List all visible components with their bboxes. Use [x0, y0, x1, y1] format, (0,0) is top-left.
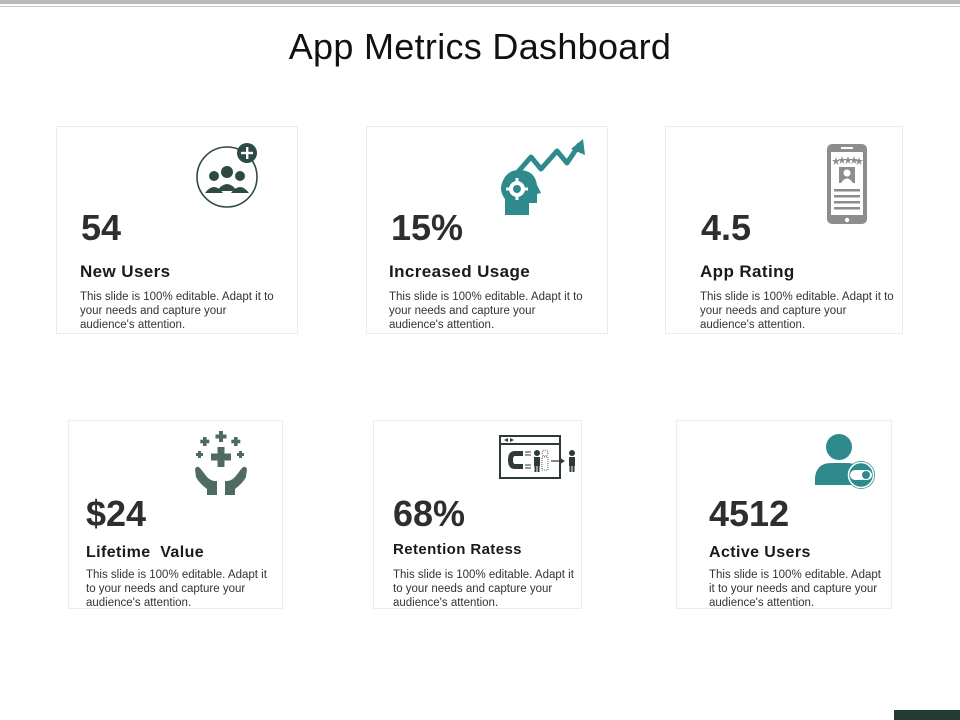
metric-description: This slide is 100% editable. Adapt it to… [700, 291, 894, 331]
metric-card-increased-usage: 15% Increased Usage This slide is 100% e… [366, 126, 608, 334]
metric-description: This slide is 100% editable. Adapt it to… [80, 291, 274, 331]
metric-label: App Rating [700, 262, 795, 281]
metric-label: New Users [80, 262, 171, 281]
phone-rating-icon [826, 143, 870, 232]
metric-label: Lifetime Value [86, 544, 205, 561]
metric-label: Retention Ratess [393, 541, 522, 558]
metric-card-new-users: 54 New Users This slide is 100% editable… [56, 126, 298, 334]
metric-value: 54 [81, 207, 122, 248]
metric-card-app-rating: 4.5 App Rating This slide is 100% editab… [665, 126, 903, 334]
metric-card-lifetime-value: $24 Lifetime Value This slide is 100% ed… [68, 420, 283, 609]
metric-description: This slide is 100% editable. Adapt it to… [389, 291, 583, 331]
hands-plus-icon [193, 431, 249, 502]
user-group-add-icon [193, 139, 263, 214]
metric-label: Increased Usage [389, 262, 531, 281]
magnet-retention-icon [499, 435, 579, 486]
footer-accent-block [894, 710, 960, 720]
metric-value: 15% [391, 207, 464, 248]
metric-value: 68% [393, 493, 466, 534]
top-accent-bar [0, 0, 960, 4]
user-toggle-icon [813, 431, 879, 498]
metric-card-active-users: 4512 Active Users This slide is 100% edi… [676, 420, 892, 609]
metric-description: This slide is 100% editable. Adapt it to… [86, 569, 267, 609]
metric-card-retention-rate: 68% Retention Ratess This slide is 100% … [373, 420, 582, 609]
metric-description: This slide is 100% editable. Adapt it to… [393, 569, 574, 609]
metric-value: 4512 [709, 493, 790, 534]
top-accent-line [0, 6, 960, 7]
metric-description: This slide is 100% editable. Adapt it to… [709, 569, 881, 609]
metric-value: 4.5 [701, 207, 752, 248]
metric-label: Active Users [709, 544, 811, 561]
metric-value: $24 [86, 493, 147, 534]
head-gear-growth-icon [497, 137, 589, 224]
page-title: App Metrics Dashboard [288, 26, 672, 67]
